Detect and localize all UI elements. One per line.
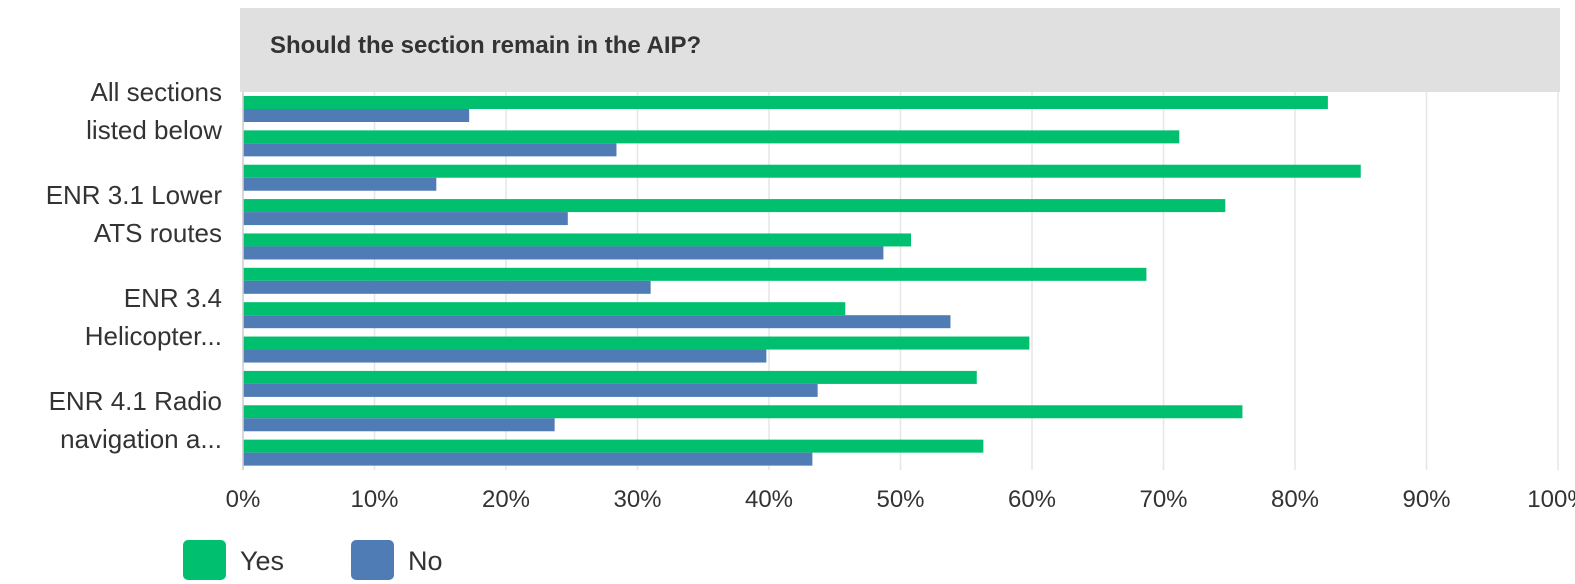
x-tick-label: 10% xyxy=(350,486,399,513)
x-tick-label: 100% xyxy=(1527,486,1575,513)
x-tick-label: 80% xyxy=(1270,486,1320,513)
bar xyxy=(243,233,912,247)
x-tick-label: 40% xyxy=(744,486,794,513)
bar xyxy=(243,349,767,363)
bar xyxy=(243,212,568,226)
bar xyxy=(243,405,1243,419)
bar xyxy=(243,280,651,294)
bar xyxy=(243,336,1030,350)
bar xyxy=(243,370,977,384)
bar xyxy=(243,177,437,191)
bar xyxy=(243,246,884,260)
bar xyxy=(243,418,555,432)
x-tick-label: 60% xyxy=(1007,486,1057,513)
x-tick-label: 20% xyxy=(481,486,531,513)
x-tick-label: 70% xyxy=(1139,486,1188,513)
category-label: ENR 4.1 Radio navigation a... xyxy=(48,386,222,455)
category-label: ENR 3.4 Helicopter... xyxy=(84,283,222,352)
x-tick-label: 0% xyxy=(225,486,261,513)
bar xyxy=(243,315,951,329)
bar xyxy=(243,267,1147,281)
header-band xyxy=(240,8,1560,92)
bar xyxy=(243,109,470,122)
bar xyxy=(243,302,846,316)
bar xyxy=(243,143,617,157)
bar xyxy=(243,439,984,453)
category-label: All sections listed below xyxy=(86,77,222,146)
legend-label: Yes xyxy=(240,546,285,576)
legend-label: No xyxy=(408,546,443,576)
category-label: ENR 3.1 Lower ATS routes xyxy=(45,180,222,249)
x-tick-label: 30% xyxy=(613,486,662,513)
bar xyxy=(243,164,1361,178)
bar xyxy=(243,383,818,397)
x-tick-label: 90% xyxy=(1402,486,1451,513)
legend-swatch xyxy=(351,540,394,580)
legend-swatch xyxy=(183,540,226,580)
x-tick-label: 50% xyxy=(876,486,925,513)
chart-title: Should the section remain in the AIP? xyxy=(270,32,702,59)
bar xyxy=(243,96,1328,109)
bar xyxy=(243,130,1180,144)
bar xyxy=(243,452,813,466)
bar xyxy=(243,199,1226,213)
